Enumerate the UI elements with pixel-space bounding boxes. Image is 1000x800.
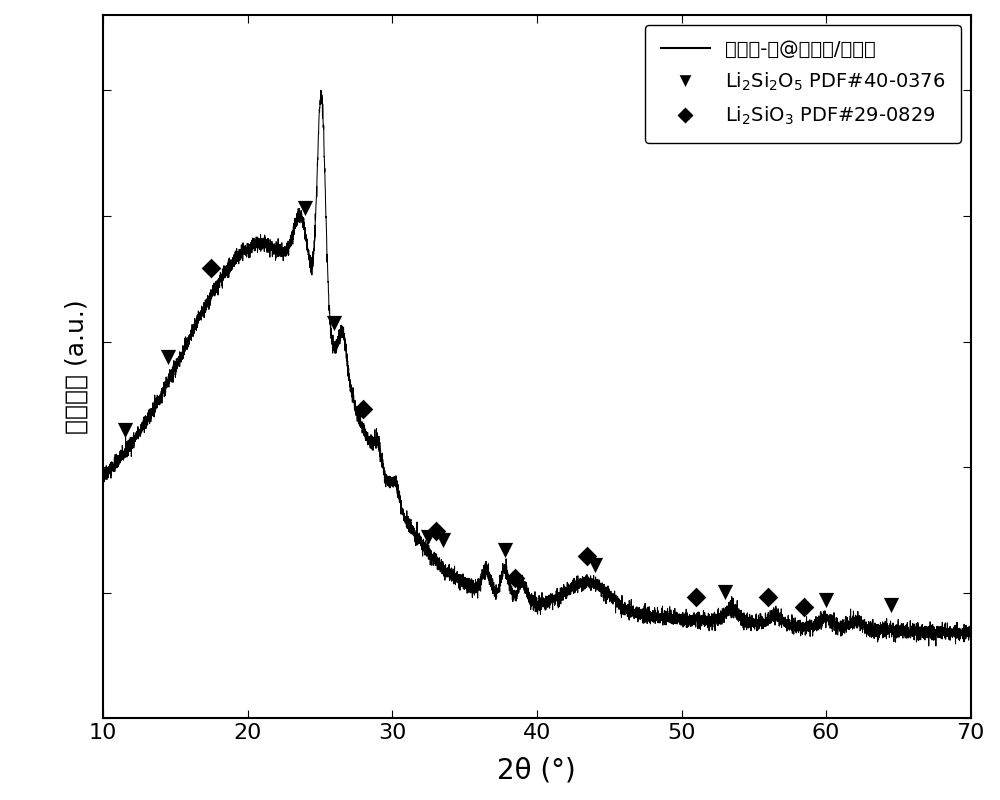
Legend: 氧化硅-碳@硅酸锂/石墨烯, Li$_2$Si$_2$O$_5$ PDF#40-0376, Li$_2$SiO$_3$ PDF#29-0829: 氧化硅-碳@硅酸锂/石墨烯, Li$_2$Si$_2$O$_5$ PDF#40-… — [645, 25, 961, 142]
Point — [796, 601, 812, 614]
Point — [818, 594, 834, 606]
Point — [160, 350, 176, 363]
Point — [688, 590, 704, 603]
Point — [117, 423, 133, 436]
Point — [420, 531, 436, 544]
Point — [203, 262, 219, 274]
Point — [355, 403, 371, 416]
Point — [497, 543, 513, 556]
Point — [507, 571, 523, 584]
X-axis label: 2θ (°): 2θ (°) — [497, 757, 576, 785]
Point — [587, 559, 603, 572]
Point — [435, 534, 451, 546]
Point — [717, 586, 733, 598]
Y-axis label: 相对强度 (a.u.): 相对强度 (a.u.) — [65, 299, 89, 434]
Point — [428, 525, 444, 538]
Point — [883, 598, 899, 611]
Point — [326, 317, 342, 330]
Point — [760, 591, 776, 604]
Point — [579, 550, 595, 563]
Point — [297, 202, 313, 214]
